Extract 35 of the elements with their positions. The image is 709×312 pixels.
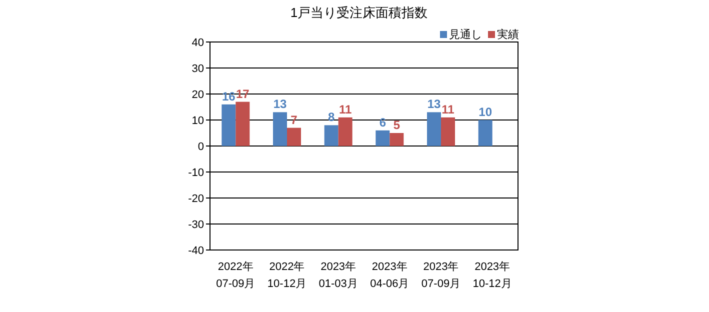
bar (287, 128, 301, 146)
bar (478, 120, 492, 146)
x-tick-label: 2023年 04-06月 (370, 261, 410, 290)
y-tick-label: -20 (188, 193, 204, 205)
y-tick-label: -40 (188, 245, 204, 257)
x-tick-label: 2023年 01-03月 (318, 261, 358, 290)
bar (324, 125, 338, 146)
y-tick-label: -30 (188, 219, 204, 231)
y-tick-label: 10 (192, 115, 204, 127)
y-tick-label: -10 (188, 167, 204, 179)
bar (338, 117, 352, 146)
bar (222, 104, 236, 146)
y-tick-label: 30 (192, 63, 204, 75)
legend-label: 見通し (449, 28, 482, 41)
data-label: 5 (393, 118, 400, 132)
x-tick-label: 2023年 07-09月 (421, 261, 461, 290)
data-label: 11 (442, 102, 455, 116)
y-tick-label: 20 (192, 89, 204, 101)
data-label: 10 (478, 105, 492, 119)
y-tick-label: 40 (192, 37, 204, 49)
bar (376, 130, 390, 146)
data-label: 13 (273, 97, 287, 112)
chart-title: 1戸当り受注床面積指数 (290, 5, 428, 20)
bar (236, 102, 250, 146)
y-tick-label: 0 (198, 141, 204, 153)
data-label: 11 (338, 102, 352, 116)
bar (273, 112, 287, 146)
bar (427, 112, 441, 146)
bar (441, 117, 455, 146)
bar (390, 133, 404, 146)
data-label: 13 (427, 97, 441, 112)
x-tick-label: 2023年 10-12月 (472, 261, 512, 290)
x-tick-label: 2022年 10-12月 (267, 261, 307, 290)
x-tick-label: 2022年 07-09月 (216, 261, 256, 290)
legend-label: 実績 (497, 28, 519, 41)
